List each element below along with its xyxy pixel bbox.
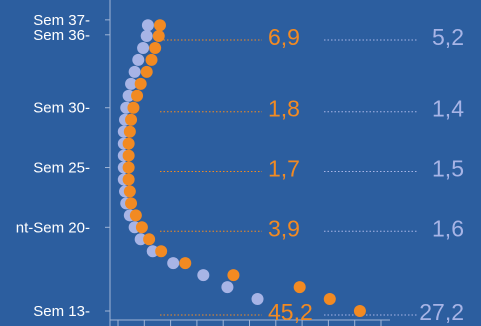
- y-tick-label: Sem 30-: [33, 100, 90, 117]
- blue-point: [128, 65, 141, 78]
- blue-point: [132, 53, 145, 66]
- y-tick-label: Sem 36-: [33, 27, 90, 44]
- orange-point: [323, 293, 336, 306]
- blue-point: [146, 245, 159, 258]
- orange-point: [155, 245, 168, 258]
- orange-point: [129, 209, 142, 222]
- blue-point: [140, 30, 153, 42]
- blue-point: [122, 89, 135, 102]
- orange-point: [227, 269, 240, 282]
- blue-value-label: 27,2: [419, 299, 464, 325]
- orange-point: [145, 53, 158, 66]
- blue-point: [197, 269, 210, 282]
- orange-point: [153, 19, 166, 32]
- blue-point: [125, 77, 138, 90]
- blue-value-label: 5,2: [432, 24, 464, 50]
- orange-value-label: 1,7: [268, 156, 300, 182]
- blue-point: [167, 257, 180, 270]
- blue-value-label: 1,5: [432, 156, 464, 182]
- orange-point: [122, 161, 135, 174]
- y-tick-label: Sem 13-: [33, 303, 90, 320]
- orange-point: [293, 281, 306, 294]
- orange-value-label: 45,2: [268, 299, 313, 325]
- orange-point: [149, 41, 162, 54]
- orange-value-label: 3,9: [268, 215, 300, 241]
- blue-point: [251, 293, 264, 306]
- orange-point: [123, 185, 136, 198]
- orange-point: [125, 113, 138, 126]
- orange-point: [131, 89, 144, 102]
- blue-value-label: 1,6: [432, 215, 464, 241]
- y-tick-label: Sem 37-: [33, 12, 90, 29]
- orange-point: [125, 197, 138, 210]
- blue-point: [141, 19, 154, 32]
- blue-value-label: 1,4: [432, 96, 464, 122]
- blue-point: [137, 41, 150, 54]
- orange-value-label: 6,9: [268, 24, 300, 50]
- orange-point: [353, 305, 366, 317]
- orange-point: [122, 149, 135, 162]
- y-tick-label: nt-Sem 20-: [16, 219, 90, 236]
- orange-point: [140, 65, 153, 78]
- orange-point: [123, 125, 136, 138]
- orange-point: [143, 233, 156, 246]
- orange-point: [179, 257, 192, 270]
- orange-point: [122, 137, 135, 150]
- blue-point: [221, 281, 234, 294]
- orange-point: [152, 30, 165, 42]
- orange-point: [127, 101, 140, 114]
- blue-point: [134, 233, 147, 246]
- orange-point: [135, 221, 148, 234]
- orange-point: [134, 77, 147, 90]
- orange-value-label: 1,8: [268, 96, 300, 122]
- orange-point: [122, 173, 135, 186]
- y-tick-label: Sem 25-: [33, 160, 90, 177]
